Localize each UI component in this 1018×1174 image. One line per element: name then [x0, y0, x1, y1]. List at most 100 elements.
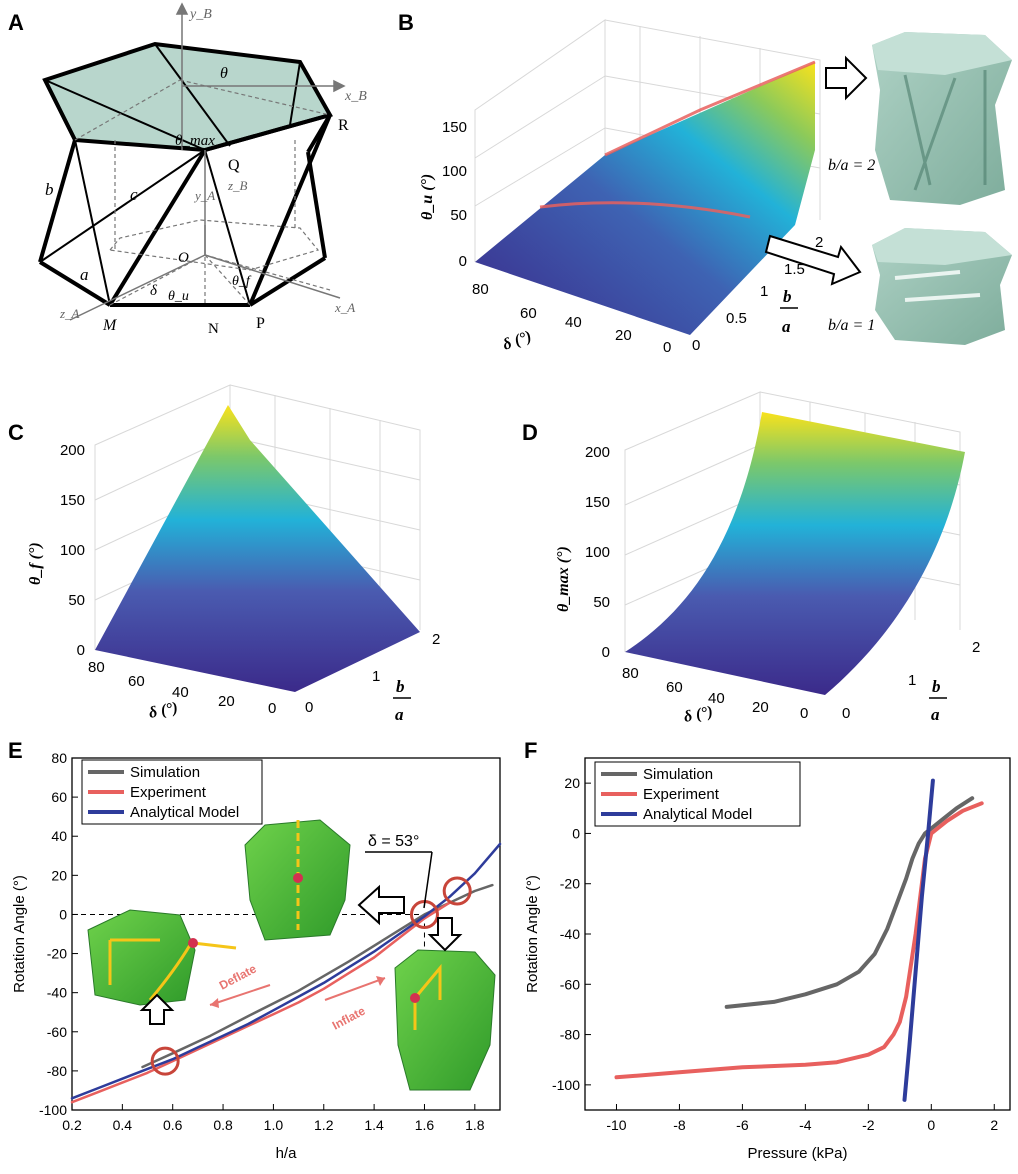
d-btick-1: 1 — [908, 672, 916, 689]
label-y_b: y_B — [188, 7, 212, 22]
surface-theta_max — [625, 412, 965, 695]
thin-edges — [39, 43, 301, 306]
b-ytick-100: 100 — [442, 163, 467, 180]
hinge-dot — [293, 873, 303, 883]
d-ytick-100: 100 — [585, 544, 610, 561]
label-z_a: z_A — [59, 306, 80, 321]
label-x_a: x_A — [334, 300, 355, 315]
arrow-to-middle — [357, 884, 405, 926]
d-ratio-a: a — [931, 705, 940, 724]
x-tick-label: 1.6 — [415, 1117, 435, 1133]
panel-label-b: B — [398, 10, 414, 35]
label-Q: Q — [228, 157, 240, 174]
highlight-circle — [442, 876, 472, 906]
c-btick-0: 0 — [305, 699, 313, 716]
series-line-experiment — [70, 901, 451, 1104]
x-tick-label: 2 — [990, 1117, 998, 1133]
y-tick-label: 60 — [51, 789, 67, 805]
y-tick-label: -20 — [560, 876, 580, 892]
x-tick-label: 0.6 — [163, 1117, 183, 1133]
label-c: c — [130, 185, 138, 204]
d-dtick-0: 0 — [800, 705, 808, 722]
plot-frame — [71, 757, 501, 1111]
green-model-right — [394, 949, 496, 1091]
x-tick-label: 1.2 — [314, 1117, 334, 1133]
panel-label-a: A — [8, 10, 24, 35]
c-ytick-0: 0 — [77, 642, 85, 659]
d-ytick-0: 0 — [602, 644, 610, 661]
legend-label: Simulation — [130, 764, 200, 781]
x-tick-label: 1.0 — [264, 1117, 284, 1133]
series-line-simulation — [141, 883, 494, 1069]
x-tick-label: 1.8 — [465, 1117, 485, 1133]
y-tick-label: -60 — [47, 1024, 67, 1040]
surface-theta_u — [475, 62, 815, 335]
label-M: M — [102, 317, 118, 334]
legend-label: Experiment — [643, 786, 720, 803]
x-axis-label: Pressure (kPa) — [747, 1145, 847, 1162]
x-tick-label: 1.4 — [364, 1117, 384, 1133]
b-dtick-20: 20 — [615, 327, 632, 344]
series-line-analytical-model — [902, 778, 935, 1102]
d-ylabel: θ_max (°) — [555, 546, 572, 612]
d-ytick-200: 200 — [585, 444, 610, 461]
c-btick-1: 1 — [372, 668, 380, 685]
panel-d: D 0 50 100 150 200 θ_max (°) 80 60 40 20… — [522, 391, 980, 726]
panel-c: C 0 50 100 150 200 θ_f (°) 80 60 40 20 0… — [8, 384, 440, 724]
b-btick-15: 1.5 — [784, 261, 805, 278]
d-dtick-80: 80 — [622, 665, 639, 682]
label-a: a — [80, 265, 89, 284]
panel-label-c: C — [8, 420, 24, 445]
annot-ratio2: b/a = 2 — [828, 157, 875, 174]
y-tick-label: 80 — [51, 750, 67, 766]
panel-label-d: D — [522, 420, 538, 445]
x-axis-label: h/a — [276, 1145, 298, 1162]
series-line-simulation — [724, 796, 975, 1009]
d-dtick-60: 60 — [666, 679, 683, 696]
d-dtick-20: 20 — [752, 699, 769, 716]
d-btick-0: 0 — [842, 705, 850, 722]
series-line-experiment — [614, 801, 984, 1080]
y-tick-label: -40 — [560, 926, 580, 942]
label-O: O — [178, 250, 189, 266]
label-R: R — [338, 117, 349, 134]
d-dtick-40: 40 — [708, 690, 725, 707]
x-tick-label: -6 — [736, 1117, 749, 1133]
delta-leader — [423, 851, 433, 909]
b-dtick-80: 80 — [472, 281, 489, 298]
hidden-edges — [74, 79, 331, 306]
label-delta: δ — [150, 283, 158, 299]
b-ratio-a: a — [782, 317, 791, 336]
inflate-label: Inflate — [330, 1004, 368, 1033]
c-ytick-100: 100 — [60, 542, 85, 559]
c-dtick-80: 80 — [88, 659, 105, 676]
y-tick-label: 40 — [51, 828, 67, 844]
label-P: P — [256, 315, 265, 332]
d-ytick-50: 50 — [593, 594, 610, 611]
delta-53-label: δ = 53° — [368, 833, 419, 850]
x-tick-label: -4 — [799, 1117, 812, 1133]
y-axis-label: Rotation Angle (°) — [11, 875, 28, 993]
b-ytick-0: 0 — [459, 253, 467, 270]
label-z_b: z_B — [227, 178, 248, 193]
label-theta_f: θ_f — [232, 274, 252, 289]
x-tick-label: 0.2 — [62, 1117, 82, 1133]
y-tick-label: -40 — [47, 985, 67, 1001]
inflate-arrow — [324, 977, 386, 1001]
series-line-analytical-model — [70, 842, 502, 1100]
legend-label: Analytical Model — [130, 804, 239, 821]
panel-f: F -10 -8 -6 -4 -2 0 2-100-80-60-40-20020Pressu… — [524, 738, 1011, 1162]
ratio-2-line — [604, 60, 816, 157]
label-theta_u: θ_u — [168, 289, 189, 304]
c-ratio-a: a — [395, 705, 404, 724]
d-xlabel: δ (°) — [682, 703, 714, 726]
b-dtick-60: 60 — [520, 305, 537, 322]
b-btick-2: 2 — [815, 234, 823, 251]
c-ylabel: θ_f (°) — [27, 542, 44, 585]
chart-e: 0.2 0.4 0.6 0.8 1.0 1.2 1.4 1.6 1.8 -100 -80 -60 -40… — [11, 750, 502, 1162]
x-tick-label: -10 — [606, 1117, 626, 1133]
b-ytick-150: 150 — [442, 119, 467, 136]
c-dtick-60: 60 — [128, 673, 145, 690]
legend-label: Experiment — [130, 784, 207, 801]
